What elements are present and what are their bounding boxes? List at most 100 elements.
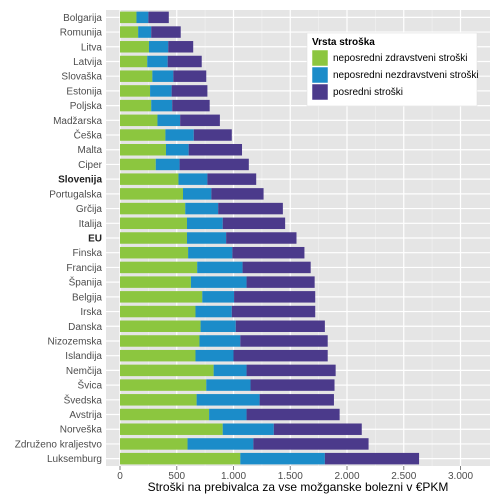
bar-poljska-series-1 [120,99,152,112]
legend-swatch-2 [311,66,329,84]
category-label-slovenija: Slovenija [58,175,102,186]
category-label-ceska: Češka [74,129,103,142]
bar-belgija-series-1 [120,291,203,303]
bar-nizozemska-series-1 [120,335,200,347]
bar-nemcija-series-3 [246,364,336,377]
x-tick-label: 0 [117,471,123,482]
category-label-avstrija: Avstrija [69,410,102,421]
bar-grcija-series-1 [120,202,186,215]
category-label-latvija: Latvija [73,57,102,68]
bars [120,11,420,465]
bar-italija-series-2 [186,217,223,230]
category-label-grcija: Grčija [76,204,103,215]
bar-slovenija-series-3 [207,173,257,185]
bar-zdruzeno-kraljestvo-series-3 [253,438,369,450]
bar-malta-series-3 [188,144,243,156]
x-tick-label: 2.000 [334,471,359,482]
category-label-ciper: Ciper [78,160,103,171]
bar-irska-series-3 [231,305,316,318]
bar-norveska-series-1 [120,423,223,435]
category-label-nemcija: Nemčija [66,366,103,377]
category-label-norveska: Norveška [60,425,103,436]
bar-litva-series-2 [148,41,169,53]
bar-nemcija-series-2 [213,364,247,377]
category-label-estonija: Estonija [66,86,102,97]
category-label-spanija: Španija [69,276,103,289]
bar-romunija-series-1 [120,26,139,38]
bar-norveska-series-3 [273,423,362,435]
category-label-madzarska: Madžarska [53,116,102,127]
x-axis-title: Stroški na prebivalca za vse možganske b… [148,480,449,494]
bar-francija-series-1 [120,261,198,274]
bar-portugalska-series-2 [182,188,212,200]
bar-italija-series-1 [120,217,187,230]
bar-estonija-series-2 [150,85,172,97]
bar-ciper-series-2 [155,158,180,171]
bar-finska-series-2 [188,246,233,259]
bar-slovenija-series-2 [178,173,208,185]
legend-box [306,32,478,107]
bar-zdruzeno-kraljestvo-series-2 [187,438,254,450]
bar-svica-series-3 [250,379,335,391]
x-axis: 0 500 1.000 1.500 2.000 2.500 3.000 [117,466,473,482]
bar-estonija-series-3 [171,85,208,97]
legend-swatch-1 [311,49,329,67]
bar-ceska-series-1 [120,129,166,141]
legend-label-2: neposredni nezdravstveni stroški [333,70,479,81]
category-label-zdruzeno-kraljestvo: Združeno kraljestvo [15,439,103,450]
category-label-litva: Litva [81,42,103,53]
legend-label-3: posredni stroški [333,87,403,98]
bar-ceska-series-3 [193,129,232,141]
x-tick-label: 3.000 [448,471,473,482]
legend: Vrsta stroška neposredni zdravstveni str… [306,32,479,107]
bar-finska-series-1 [120,246,189,259]
bar-islandija-series-2 [195,349,234,362]
bar-finska-series-3 [232,246,305,259]
bar-portugalska-series-1 [120,188,183,200]
bar-belgija-series-3 [234,291,316,303]
bar-malta-series-1 [120,144,166,156]
bar-luksemburg-series-3 [324,452,420,465]
bar-madzarska-series-1 [120,114,158,127]
bar-madzarska-series-3 [180,114,220,127]
category-label-poljska: Poljska [70,101,103,112]
bar-poljska-series-2 [151,99,173,112]
bar-svedska-series-2 [196,394,260,406]
bar-litva-series-1 [120,41,149,53]
bar-danska-series-3 [235,320,325,332]
bar-slovaska-series-2 [152,70,174,82]
bar-irska-series-2 [195,305,232,318]
category-label-slovaska: Slovaška [61,72,102,83]
bar-grcija-series-2 [185,202,219,215]
bar-luksemburg-series-2 [240,452,325,465]
bar-slovenija-series-1 [120,173,179,185]
x-tick-label: 1.500 [278,471,303,482]
bar-svedska-series-1 [120,394,197,406]
bar-belgija-series-2 [202,291,235,303]
category-label-francija: Francija [66,263,102,274]
bar-svica-series-2 [206,379,251,391]
category-labels: Bolgarija Romunija Litva Latvija Slovaška Est… [15,13,103,465]
category-label-belgija: Belgija [72,292,102,303]
bar-italija-series-3 [222,217,286,230]
bar-avstrija-series-3 [246,408,340,421]
bar-avstrija-series-1 [120,408,210,421]
bar-latvija-series-3 [167,55,202,68]
bar-norveska-series-2 [222,423,274,435]
category-label-romunija: Romunija [60,28,103,39]
bar-spanija-series-1 [120,276,191,288]
bar-avstrija-series-2 [209,408,247,421]
bar-romunija-series-3 [151,26,181,38]
bar-portugalska-series-3 [211,188,264,200]
x-tick-label: 2.500 [391,471,416,482]
bar-zdruzeno-kraljestvo-series-1 [120,438,188,450]
bar-slovaska-series-3 [173,70,207,82]
bar-eu-series-2 [186,232,227,244]
bar-malta-series-2 [165,144,189,156]
category-label-italija: Italija [79,219,103,230]
bar-svica-series-1 [120,379,207,391]
category-label-finska: Finska [73,248,103,259]
category-label-portugalska: Portugalska [49,189,102,200]
bar-bolgarija-series-2 [136,11,149,24]
bar-ciper-series-1 [120,158,156,171]
